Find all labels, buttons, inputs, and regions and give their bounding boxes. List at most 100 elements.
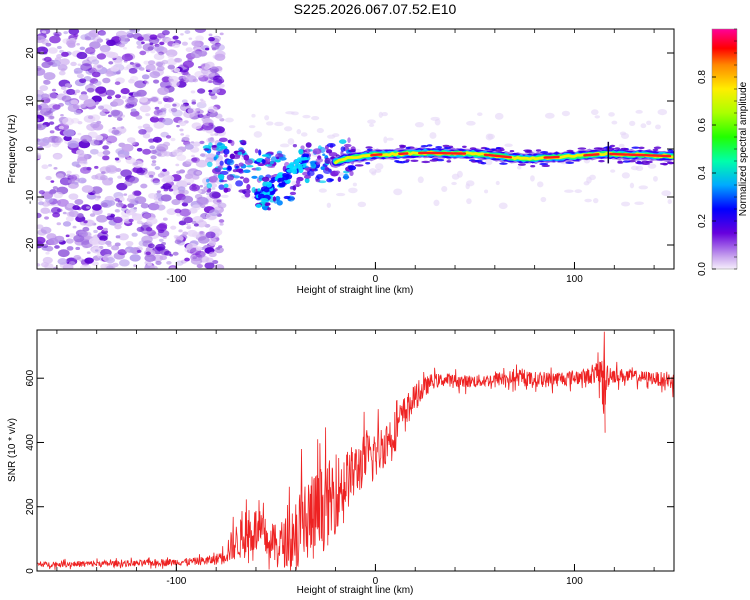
faint-speckle — [629, 182, 635, 189]
faint-speckle — [374, 163, 384, 170]
noise-blob — [147, 262, 153, 266]
noise-blob — [56, 222, 62, 226]
noise-blob — [37, 236, 46, 244]
noise-blob — [43, 56, 52, 62]
streak-blob — [286, 168, 295, 173]
transition-blob — [219, 170, 229, 175]
noise-blob — [59, 177, 72, 186]
noise-blob — [51, 108, 56, 112]
noise-blob — [145, 227, 153, 232]
spectrogram-x-tick-label: -100 — [166, 274, 186, 285]
noise-blob — [37, 146, 44, 151]
transition-blob — [261, 176, 270, 182]
faint-speckle — [264, 115, 270, 121]
tone-edge-blob — [540, 151, 549, 154]
noise-blob — [106, 265, 114, 269]
noise-blob — [107, 114, 112, 118]
noise-blob — [52, 186, 58, 190]
noise-blob — [208, 122, 214, 127]
noise-blob — [83, 161, 87, 164]
tone-edge-blob — [349, 149, 355, 152]
noise-blob — [96, 64, 102, 69]
noise-blob — [148, 192, 157, 199]
noise-blob — [166, 208, 177, 216]
faint-speckle — [537, 181, 544, 188]
noise-blob — [181, 41, 188, 46]
noise-blob — [149, 34, 158, 40]
faint-speckle — [451, 173, 460, 180]
noise-blob — [152, 136, 162, 143]
tone-edge-blob — [354, 164, 364, 167]
noise-blob — [149, 116, 160, 123]
noise-blob — [199, 153, 206, 157]
transition-blob — [218, 184, 225, 190]
noise-blob — [101, 171, 106, 175]
noise-blob — [219, 32, 224, 36]
colorbar-gradient — [712, 29, 737, 269]
tone-edge-blob — [436, 158, 445, 162]
noise-blob — [139, 50, 147, 56]
noise-blob — [40, 207, 51, 214]
noise-blob — [41, 164, 49, 170]
snr-panel: -100 0 100 0 200 400 600 Height of straight li… — [7, 329, 675, 596]
noise-blob — [158, 222, 168, 229]
transition-blob — [316, 161, 321, 165]
noise-blob — [106, 165, 118, 174]
noise-blob — [150, 49, 156, 54]
noise-blob — [197, 112, 202, 115]
noise-blob — [54, 137, 64, 144]
transition-blob — [220, 145, 228, 150]
tone-edge-blob — [365, 162, 371, 165]
noise-blob — [124, 155, 129, 158]
transition-blob — [206, 161, 213, 168]
streak-blob — [282, 172, 289, 177]
noise-blob — [66, 88, 76, 96]
noise-blob — [175, 260, 184, 266]
noise-blob — [129, 254, 141, 262]
spectrogram-xlabel: Height of straight line (km) — [297, 285, 414, 296]
noise-blob — [191, 101, 197, 105]
transition-blob — [295, 179, 301, 185]
colorbar: 0.0 0.2 0.4 0.6 0.8 Normalized spectral ampl… — [697, 28, 749, 276]
noise-blob — [74, 198, 84, 205]
noise-blob — [141, 41, 145, 45]
noise-blob — [179, 208, 192, 217]
noise-blob — [37, 35, 46, 44]
transition-blob — [236, 168, 243, 173]
noise-blob — [125, 248, 130, 252]
noise-blob — [112, 126, 116, 130]
noise-blob — [37, 118, 41, 122]
transition-blob — [343, 143, 352, 148]
noise-blob — [118, 35, 130, 43]
tone-edge-blob — [667, 161, 673, 164]
noise-blob — [179, 78, 184, 82]
noise-blob — [66, 211, 75, 217]
noise-blob — [191, 40, 201, 47]
faint-speckle — [248, 125, 256, 129]
noise-blob — [142, 133, 151, 139]
noise-blob — [211, 66, 217, 70]
noise-blob — [201, 256, 212, 264]
noise-blob — [98, 240, 106, 246]
transition-blob — [292, 143, 297, 148]
tone-peak-segment — [609, 152, 672, 158]
faint-speckle — [629, 120, 636, 127]
noise-blob — [172, 42, 180, 48]
noise-blob — [49, 115, 55, 120]
noise-blob — [105, 51, 116, 58]
spectrogram-y-tick-label: -10 — [25, 189, 36, 204]
faint-speckle — [466, 198, 472, 205]
noise-blob — [157, 200, 163, 205]
noise-blob — [156, 190, 161, 194]
faint-speckle — [316, 127, 324, 134]
snr-xlabel: Height of straight line (km) — [297, 585, 414, 596]
noise-blob — [138, 129, 147, 135]
noise-blob — [105, 89, 116, 96]
noise-blob — [217, 202, 227, 209]
faint-speckle — [484, 159, 493, 166]
noise-blob — [161, 76, 171, 83]
faint-speckle — [477, 112, 483, 117]
streak-blob — [260, 198, 269, 202]
noise-blob — [177, 186, 186, 192]
transition-blob — [274, 159, 281, 163]
